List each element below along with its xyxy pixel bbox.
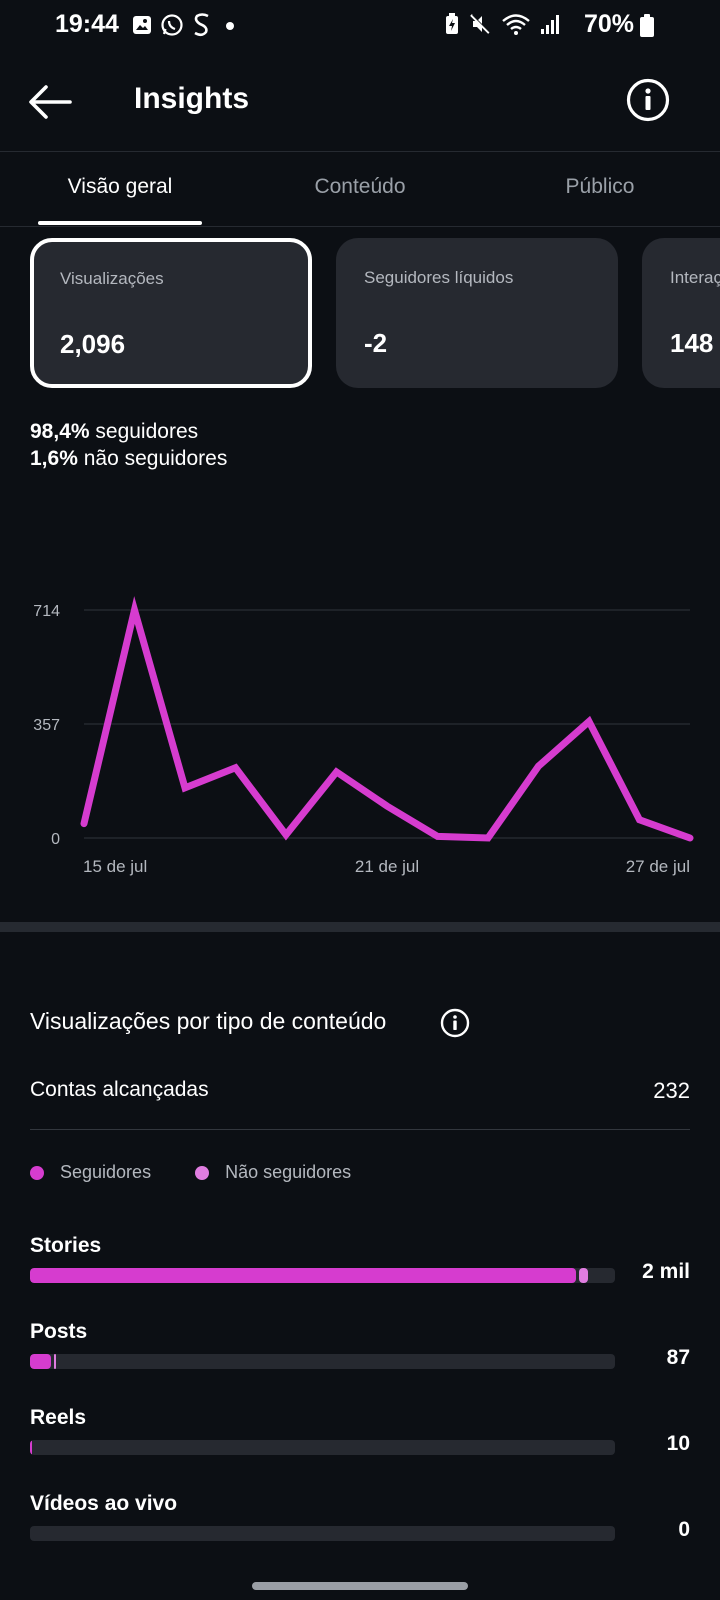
followers-text: seguidores (95, 420, 199, 443)
battery-icon (640, 14, 654, 37)
info-icon (440, 1008, 470, 1038)
status-time: 19:44 (55, 10, 119, 38)
legend-label: Seguidores (60, 1162, 152, 1182)
y-tick-label: 714 (33, 603, 60, 620)
content-bar-row[interactable]: Posts 87 (30, 1320, 690, 1380)
audience-breakdown: 98,4% seguidores 1,6% não seguidores (30, 418, 227, 472)
followers-share: 98,4% seguidores (30, 418, 227, 445)
page-title: Insights (134, 82, 250, 115)
section-info-button[interactable] (440, 1008, 470, 1038)
followers-bar-fill (30, 1354, 52, 1369)
bar-track (30, 1526, 615, 1541)
non-followers-share: 1,6% não seguidores (30, 445, 227, 472)
content-bar-row[interactable]: Vídeos ao vivo 0 (30, 1492, 690, 1552)
x-tick-label: 15 de jul (83, 857, 147, 876)
content-bar-row[interactable]: Reels 10 (30, 1406, 690, 1466)
bar-value: 2 mil (642, 1260, 690, 1283)
s-app-icon (194, 13, 209, 37)
gallery-icon (133, 16, 151, 34)
followers-pct: 98,4% (30, 420, 90, 443)
wifi-icon (502, 14, 530, 35)
battery-level: 70% (583, 10, 634, 38)
app-header: Insights (0, 52, 720, 152)
y-tick-label: 0 (51, 831, 60, 848)
metric-label: Seguidores líquidos (364, 268, 514, 287)
bar-track (30, 1268, 615, 1283)
back-button[interactable] (26, 80, 78, 124)
system-icons (445, 12, 562, 36)
metric-card-net-followers[interactable]: Seguidores líquidos -2 (336, 238, 618, 388)
metric-label: Visualizações (60, 269, 164, 288)
dot-icon (226, 22, 234, 30)
bar-label: Posts (30, 1320, 88, 1343)
bar-value: 10 (666, 1432, 690, 1455)
followers-bar-fill (30, 1440, 33, 1455)
followers-bar-fill (30, 1268, 577, 1283)
bar-track (30, 1354, 615, 1369)
tab-content[interactable]: Conteúdo (314, 175, 406, 198)
status-bar: 19:44 70% (0, 0, 720, 52)
whatsapp-icon (161, 14, 183, 36)
x-tick-label: 27 de jul (626, 857, 690, 876)
metric-value: 2,096 (60, 329, 126, 359)
metric-card-interactions[interactable]: Interações 148 (642, 238, 720, 388)
metric-card-views[interactable]: Visualizações 2,096 (30, 238, 312, 388)
non-followers-bar-fill (54, 1354, 57, 1369)
battery-saver-icon (446, 13, 458, 34)
non-followers-bar-fill (579, 1268, 588, 1283)
bar-legend: Seguidores Não seguidores (30, 1162, 395, 1183)
legend-item-non-followers: Não seguidores (195, 1162, 351, 1183)
metric-value: -2 (364, 328, 388, 358)
arrow-left-icon (29, 85, 72, 119)
accounts-reached-label: Contas alcançadas (30, 1078, 209, 1101)
active-tab-indicator (38, 221, 202, 225)
section-divider (0, 922, 720, 932)
x-tick-label: 21 de jul (355, 857, 419, 876)
tab-overview[interactable]: Visão geral (67, 175, 173, 198)
home-indicator[interactable] (252, 1582, 468, 1590)
legend-dot (195, 1165, 210, 1180)
views-line-chart: 714 357 0 15 de jul 21 de jul 27 de jul (33, 596, 694, 876)
legend-dot (30, 1165, 44, 1180)
y-tick-label: 357 (33, 717, 60, 734)
non-followers-pct: 1,6% (30, 447, 78, 470)
notification-icons (132, 12, 240, 38)
legend-label: Não seguidores (225, 1162, 352, 1182)
section-title: Visualizações por tipo de conteúdo (30, 1008, 387, 1034)
signal-icon (541, 15, 559, 34)
accounts-reached-value: 232 (653, 1078, 690, 1103)
metric-label: Interações (670, 268, 720, 287)
bar-value: 0 (678, 1518, 690, 1541)
bar-value: 87 (666, 1346, 690, 1369)
info-icon (626, 78, 670, 122)
metric-value: 148 (670, 328, 714, 358)
bar-label: Reels (30, 1406, 87, 1429)
bar-label: Vídeos ao vivo (30, 1492, 178, 1515)
tab-bar: Visão geral Conteúdo Público (0, 153, 720, 227)
info-button[interactable] (626, 78, 670, 122)
content-bar-row[interactable]: Stories 2 mil (30, 1234, 690, 1294)
bar-track (30, 1440, 615, 1455)
non-followers-text: não seguidores (83, 447, 228, 470)
mute-icon (470, 14, 491, 34)
legend-item-followers: Seguidores (30, 1162, 151, 1183)
accounts-reached-row: Contas alcançadas 232 (30, 1078, 690, 1130)
bar-label: Stories (30, 1234, 102, 1257)
tab-audience[interactable]: Público (565, 175, 635, 198)
